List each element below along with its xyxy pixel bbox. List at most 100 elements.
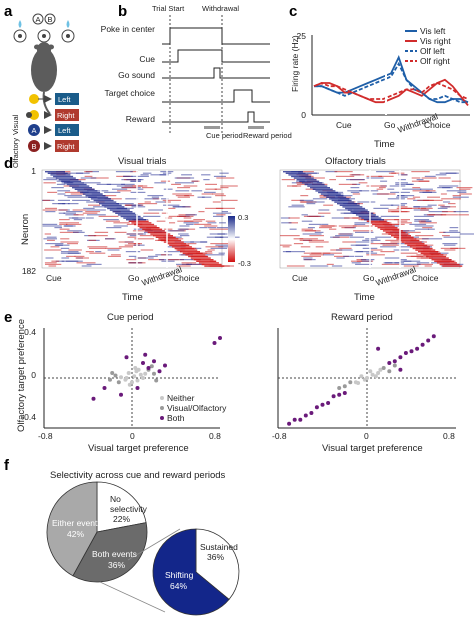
e-ytick-bot: -0.4 [21,412,36,422]
e-point-both [298,417,303,422]
e-point-neither [376,371,381,375]
d-ytick-182: 182 [22,266,36,276]
odor-a-label: A [32,126,37,135]
e-point-both [135,386,140,390]
c-ylabel: Firing rate (Hz) [290,35,300,92]
d-xtick-cue-l: Cue [46,273,62,283]
c-line-olf-left [314,61,468,104]
e-point-both [124,355,129,360]
c-legend-vis-left: Vis left [420,26,446,36]
e-point-both [431,334,436,339]
rat-icon [31,42,57,115]
c-ytick-25: 25 [297,31,307,41]
f-slice [46,481,98,577]
panel-c-firing-rate: 0 25 Firing rate (Hz) Cue Go Withdrawal … [290,26,470,150]
f-slice [152,528,230,616]
nose-ports-icon [13,29,75,43]
d-heatmap-visual [41,169,240,269]
water-drop-icon [18,20,70,28]
e-point-visual-olfactory [108,377,112,382]
e-point-both [415,346,420,351]
c-xtick-choice: Choice [424,120,451,130]
e-point-both [163,363,167,368]
right-label-1: Right [57,111,75,120]
panel-letter-d: d [4,155,13,172]
f-title: Selectivity across cue and reward period… [50,470,226,481]
panel-letter-f: f [4,457,10,474]
panel-letter-e: e [4,309,12,326]
e-title-reward: Reward period [331,312,393,323]
e-point-visual-olfactory [116,380,121,385]
f-label-none-2: selectivity [110,504,148,514]
olfactory-label: Olfactory [11,138,20,168]
c-line-vis-right [313,78,469,106]
e-point-both [146,366,151,370]
f-label-shifting-2: 64% [170,581,187,591]
e-point-both [320,402,325,407]
e-point-neither [378,367,383,372]
d-xtick-go-l: Go [128,273,140,283]
e-point-visual-olfactory [154,378,159,383]
panel-letter-a: a [4,3,13,20]
e-scatter-reward [277,328,456,429]
row-cue-label: Cue [139,54,155,64]
f-label-none-3: 22% [113,514,130,524]
c-xtick-go: Go [384,120,396,130]
e-point-both [303,413,308,418]
e-point-neither [362,377,367,382]
left-label-1: Left [58,95,71,104]
e-point-both [331,394,336,399]
e-point-visual-olfactory [392,363,397,368]
e-point-visual-olfactory [348,380,353,385]
f-slice [96,481,147,533]
e-scatter-cue [43,328,222,429]
e-point-neither [141,376,145,380]
right-target-badge [55,109,79,121]
f-slice [72,522,148,583]
c-legend-vis-right: Vis right [420,36,451,46]
e-point-visual-olfactory [381,366,386,370]
d-cbar-bottom: -0.3 [238,259,251,268]
panel-d-heatmaps: Visual trials Olfactory trials 1 182 Neu… [20,156,474,303]
e-point-both [376,346,381,351]
e-point-neither [135,378,140,383]
e-point-neither [138,372,143,377]
e-point-both [102,386,107,390]
light-left-icon [29,94,44,104]
e-point-both [398,367,403,372]
d-xtick-choice-r: Choice [412,273,439,283]
e-point-visual-olfactory [110,371,115,375]
e-point-neither [123,377,128,382]
e-point-both [387,361,392,365]
e-title-cue: Cue period [107,312,153,323]
e-point-both [152,359,156,364]
f-label-shifting-1: Shifting [165,570,194,580]
c-legend: Vis left Vis right Olf left Olf right [405,26,451,66]
f-label-sustained-2: 36% [207,552,224,562]
e-point-visual-olfactory [337,386,342,390]
left-label-2: Left [58,126,71,135]
e-point-both [392,359,397,364]
e-point-visual-olfactory [113,373,118,378]
e-xtick-l-1: 0 [130,431,135,441]
d-xlabel-l: Time [122,292,143,303]
d-ylabel: Neuron [20,214,31,245]
f-pie-main [46,481,148,583]
trial-start-label: Trial Start [152,4,185,13]
e-xtick-r-2: 0.8 [443,431,455,441]
e-legend-both: Both [167,413,185,423]
e-point-visual-olfactory [152,371,156,376]
d-heatmap-olfactory [279,169,474,269]
e-point-both [292,417,297,422]
e-point-both [212,341,217,345]
e-point-neither [359,374,364,379]
e-point-both [337,392,342,397]
f-label-either-2: 42% [67,529,84,539]
e-point-both [409,349,414,354]
visual-label: Visual [11,114,20,135]
c-line-olf-right [313,82,469,100]
e-xtick-l-2: 0.8 [209,431,221,441]
e-legend-visolf: Visual/Olfactory [167,403,227,413]
e-point-neither [368,369,373,374]
